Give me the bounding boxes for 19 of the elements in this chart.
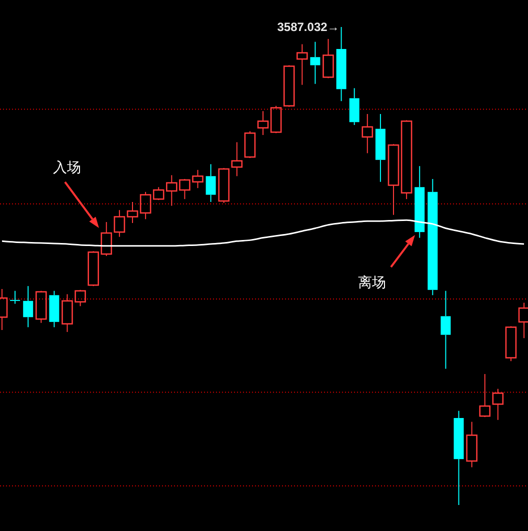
candlestick xyxy=(206,164,216,202)
candlestick xyxy=(231,142,243,177)
candlestick xyxy=(310,41,320,84)
candlestick xyxy=(349,88,360,126)
candlestick xyxy=(257,110,269,136)
candlestick xyxy=(440,290,451,370)
candlestick xyxy=(454,410,464,506)
annotation: 入场 xyxy=(53,160,81,176)
annotation: 离场 xyxy=(358,275,386,291)
candlestick xyxy=(336,26,346,102)
candlestick xyxy=(296,44,308,86)
candlestick xyxy=(10,290,20,304)
candlestick xyxy=(414,166,425,238)
candlestick xyxy=(23,286,34,328)
candlestick xyxy=(49,290,60,328)
candlestick xyxy=(362,113,374,154)
annotation: 3587.032→ xyxy=(277,20,340,34)
candlestick xyxy=(428,178,438,296)
candlestick xyxy=(375,113,386,182)
